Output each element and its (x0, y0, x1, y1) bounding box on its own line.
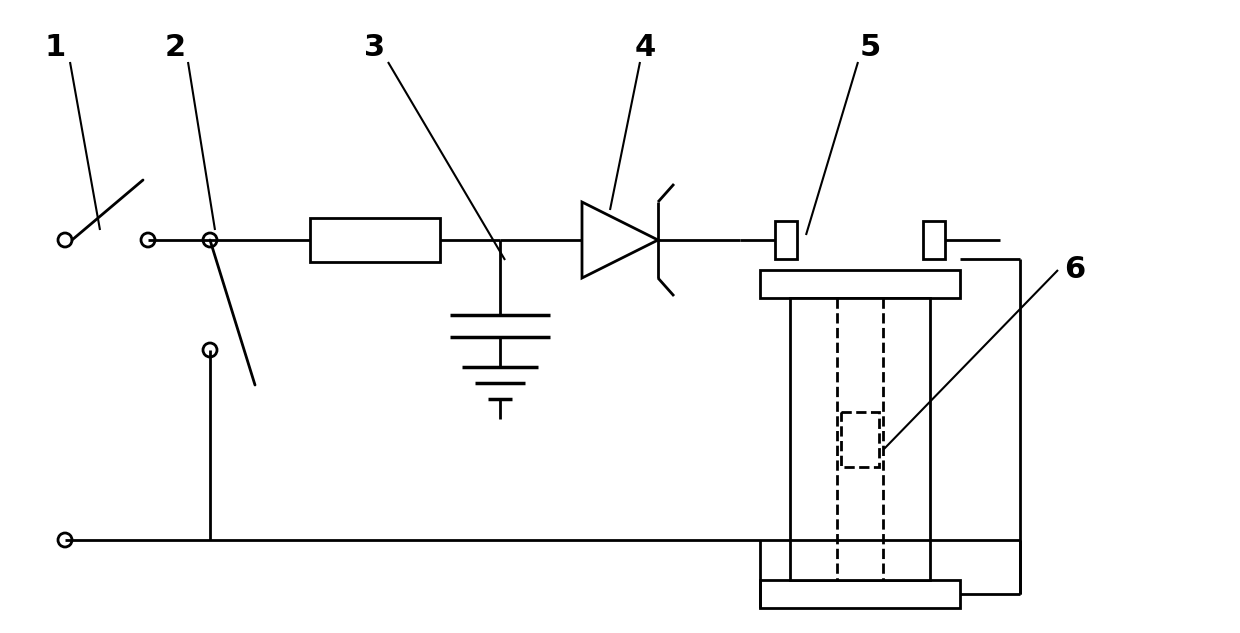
Text: 4: 4 (635, 34, 656, 63)
Bar (310, 218, 440, 262)
Bar (790, 298, 930, 580)
Bar (923, 221, 945, 259)
Text: 5: 5 (859, 34, 880, 63)
Bar (760, 580, 960, 608)
Text: 2: 2 (165, 34, 186, 63)
Bar (760, 270, 960, 298)
Text: 1: 1 (45, 34, 66, 63)
Bar (841, 411, 879, 467)
Bar (775, 221, 797, 259)
Text: 6: 6 (1064, 256, 1086, 284)
Text: 3: 3 (365, 34, 386, 63)
Polygon shape (582, 202, 658, 278)
